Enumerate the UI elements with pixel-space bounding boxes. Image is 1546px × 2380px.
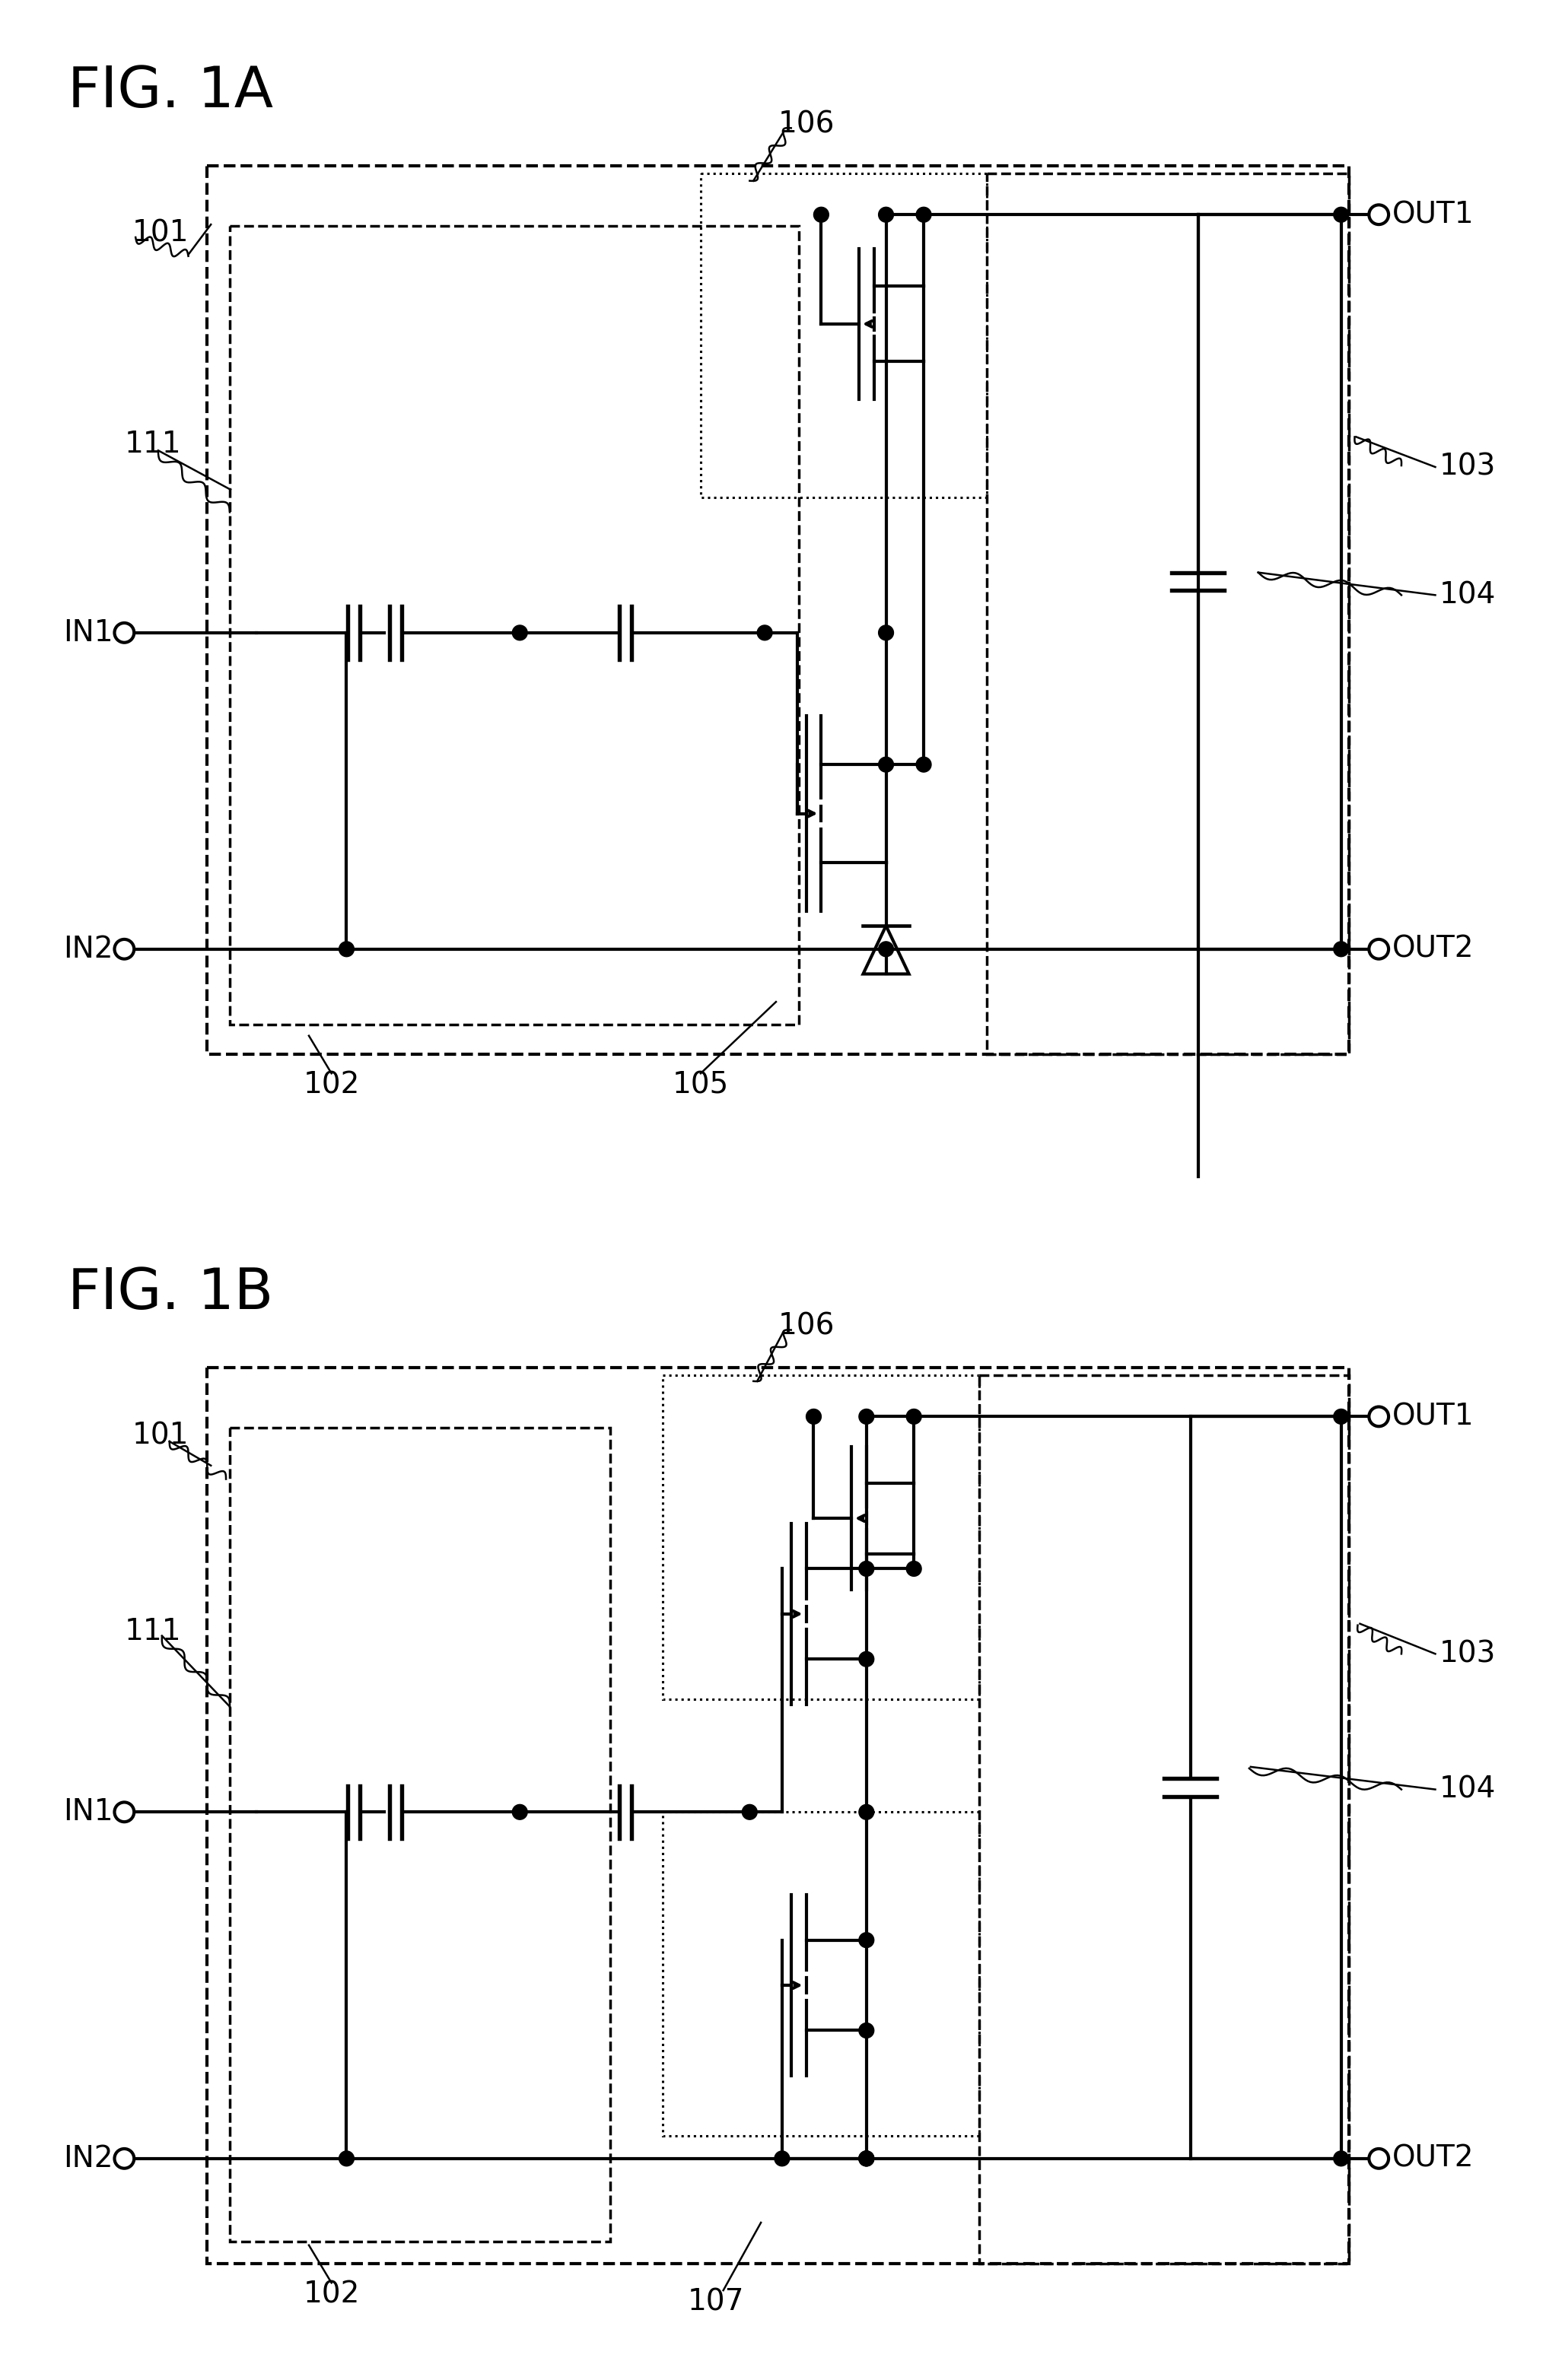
Circle shape [339, 942, 354, 957]
Text: OUT1: OUT1 [1393, 200, 1475, 228]
Text: 103: 103 [1439, 452, 1495, 481]
Circle shape [512, 1804, 527, 1821]
Text: 101: 101 [131, 219, 189, 248]
Circle shape [339, 2152, 354, 2166]
Text: IN1: IN1 [63, 619, 113, 647]
Circle shape [906, 1561, 921, 1576]
Circle shape [860, 1409, 873, 1423]
Text: 111: 111 [124, 431, 181, 459]
Circle shape [1370, 2149, 1388, 2168]
Circle shape [1334, 2152, 1348, 2166]
Circle shape [742, 1804, 758, 1821]
Circle shape [1334, 207, 1348, 221]
Text: 103: 103 [1439, 1640, 1495, 1668]
Text: 105: 105 [673, 1071, 728, 1100]
Circle shape [1370, 1407, 1388, 1426]
Circle shape [860, 2152, 873, 2166]
Text: FIG. 1B: FIG. 1B [68, 1266, 274, 1321]
Circle shape [1334, 942, 1348, 957]
Circle shape [1370, 940, 1388, 959]
Text: 104: 104 [1439, 1775, 1495, 1804]
Text: 106: 106 [778, 109, 835, 138]
Circle shape [1370, 205, 1388, 224]
Text: IN2: IN2 [63, 935, 113, 964]
Circle shape [860, 1804, 873, 1821]
Circle shape [813, 207, 829, 221]
Circle shape [114, 1802, 135, 1821]
Circle shape [775, 2152, 790, 2166]
Circle shape [860, 2023, 873, 2037]
Text: 111: 111 [124, 1616, 181, 1645]
Bar [207, 1368, 1348, 2263]
Text: IN2: IN2 [63, 2144, 113, 2173]
Bar [230, 1428, 611, 2242]
Bar [663, 1376, 980, 1699]
Text: 107: 107 [688, 2287, 744, 2316]
Circle shape [860, 1652, 873, 1666]
Circle shape [917, 207, 931, 221]
Circle shape [114, 940, 135, 959]
Bar [700, 174, 986, 497]
Circle shape [860, 2152, 873, 2166]
Text: OUT1: OUT1 [1393, 1402, 1475, 1430]
Circle shape [860, 1933, 873, 1947]
Text: IN1: IN1 [63, 1797, 113, 1825]
Text: OUT2: OUT2 [1393, 2144, 1475, 2173]
Bar [230, 226, 799, 1023]
Text: FIG. 1A: FIG. 1A [68, 64, 274, 119]
Bar [207, 167, 1348, 1054]
Circle shape [860, 2152, 873, 2166]
Circle shape [878, 626, 894, 640]
Bar [980, 1376, 1348, 2263]
Circle shape [906, 1409, 921, 1423]
Circle shape [1334, 1409, 1348, 1423]
Bar [663, 1811, 980, 2135]
Circle shape [758, 626, 773, 640]
Text: OUT2: OUT2 [1393, 935, 1475, 964]
Circle shape [114, 2149, 135, 2168]
Circle shape [805, 1409, 821, 1423]
Circle shape [860, 1561, 873, 1576]
Circle shape [114, 624, 135, 643]
Text: 101: 101 [131, 1421, 189, 1449]
Circle shape [878, 207, 894, 221]
Bar [986, 174, 1348, 1054]
Circle shape [878, 942, 894, 957]
Text: 102: 102 [303, 1071, 360, 1100]
Text: 106: 106 [778, 1311, 835, 1340]
Circle shape [917, 757, 931, 771]
Text: 102: 102 [303, 2280, 360, 2309]
Circle shape [878, 757, 894, 771]
Circle shape [512, 626, 527, 640]
Text: 104: 104 [1439, 581, 1495, 609]
